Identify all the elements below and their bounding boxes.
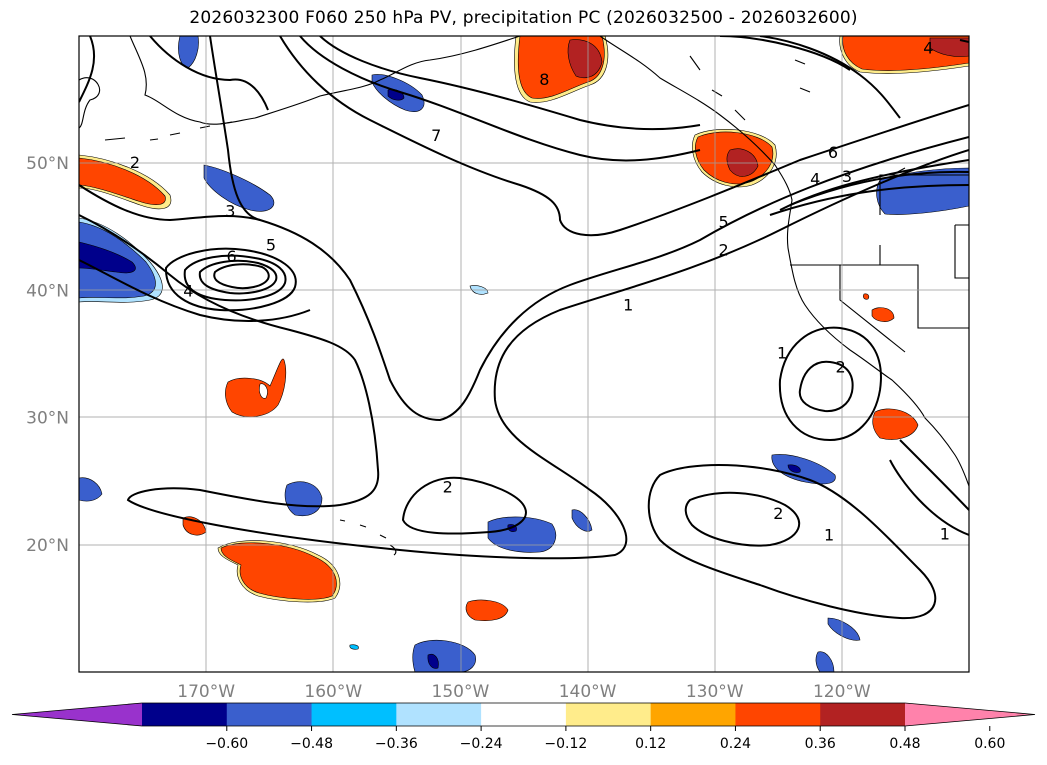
colorbar-segment bbox=[481, 703, 567, 726]
precip-blob bbox=[876, 167, 969, 215]
colorbar-tick-label: −0.60 bbox=[205, 736, 248, 752]
contour-label: 7 bbox=[431, 126, 441, 145]
longitude-label: 140°W bbox=[559, 682, 617, 702]
contour-label: 3 bbox=[842, 167, 852, 186]
contour-label: 3 bbox=[225, 201, 235, 220]
colorbar-extend-low bbox=[12, 703, 142, 726]
longitude-label: 170°W bbox=[177, 682, 235, 702]
colorbar-tick-label: −0.12 bbox=[544, 736, 587, 752]
contour-label: 2 bbox=[443, 477, 453, 496]
colorbar-tick-label: 0.60 bbox=[974, 736, 1005, 752]
contour-label: 2 bbox=[835, 358, 845, 377]
colorbar-segment bbox=[650, 703, 736, 726]
colorbar-segment bbox=[142, 703, 228, 726]
longitude-labels: 170°W 160°W 150°W 140°W 130°W 120°W bbox=[177, 682, 871, 702]
colorbar-segment bbox=[311, 703, 397, 726]
longitude-label: 160°W bbox=[304, 682, 362, 702]
precip-blob bbox=[203, 164, 275, 212]
precip-positive-shading bbox=[79, 36, 969, 621]
contour-label: 8 bbox=[539, 70, 549, 89]
colorbar-tick-label: 0.24 bbox=[720, 736, 751, 752]
precip-blob bbox=[79, 241, 136, 274]
colorbar-extend-high bbox=[905, 703, 1035, 726]
colorbar-segment bbox=[820, 703, 906, 726]
colorbar-segment bbox=[565, 703, 652, 726]
colorbar-tick-label: −0.24 bbox=[460, 736, 503, 752]
precip-blob bbox=[79, 157, 166, 205]
colorbar-tick-label: −0.36 bbox=[375, 736, 418, 752]
colorbar-outline bbox=[11, 702, 1036, 727]
precip-blob bbox=[259, 383, 268, 399]
contour-label: 5 bbox=[266, 236, 276, 255]
precip-blob bbox=[871, 307, 895, 322]
precip-blob bbox=[225, 358, 287, 418]
contour-label: 1 bbox=[824, 526, 834, 545]
colorbar: −0.60 −0.48 −0.36 −0.24 −0.12 0.12 0.24 0.36 0.4… bbox=[11, 702, 1036, 752]
contour-label: 4 bbox=[183, 281, 193, 300]
contour-label: 4 bbox=[810, 169, 820, 188]
colorbar-tick-label: 0.12 bbox=[635, 736, 666, 752]
contour-label: 5 bbox=[719, 213, 729, 232]
pv-contours bbox=[79, 36, 969, 620]
latitude-label: 20°N bbox=[26, 536, 69, 556]
colorbar-tick-label: 0.48 bbox=[889, 736, 920, 752]
contour-label: 2 bbox=[130, 153, 140, 172]
latitude-label: 50°N bbox=[26, 154, 69, 174]
longitude-label: 150°W bbox=[432, 682, 490, 702]
precip-blob bbox=[827, 617, 861, 641]
colorbar-segment bbox=[396, 703, 482, 726]
contour-label: 2 bbox=[773, 504, 783, 523]
latitude-label: 30°N bbox=[26, 409, 69, 429]
contour-label: 1 bbox=[940, 524, 950, 543]
contour-label: 2 bbox=[719, 241, 729, 260]
precip-negative-shading bbox=[79, 36, 969, 672]
latitude-label: 40°N bbox=[26, 281, 69, 301]
precip-blob bbox=[815, 651, 835, 672]
colorbar-tick-label: 0.36 bbox=[805, 736, 836, 752]
precip-blob bbox=[412, 639, 476, 672]
precip-blob bbox=[427, 653, 439, 669]
map-frame bbox=[78, 35, 970, 673]
precip-blob bbox=[863, 293, 870, 300]
gridlines bbox=[79, 36, 969, 672]
precip-blob bbox=[787, 464, 801, 473]
latitude-labels: 50°N 40°N 30°N 20°N bbox=[26, 154, 69, 556]
map-title: 2026032300 F060 250 hPa PV, precipitatio… bbox=[189, 8, 858, 28]
longitude-label: 130°W bbox=[686, 682, 744, 702]
contour-label: 6 bbox=[226, 247, 236, 266]
contour-label: 6 bbox=[828, 143, 838, 162]
colorbar-segment bbox=[735, 703, 821, 726]
precip-blob bbox=[349, 644, 359, 650]
precip-blob bbox=[220, 542, 337, 600]
longitude-label: 120°W bbox=[813, 682, 871, 702]
contour-label: 1 bbox=[623, 295, 633, 314]
precip-blob bbox=[79, 477, 103, 502]
contour-label: 4 bbox=[923, 38, 933, 57]
colorbar-segment bbox=[226, 703, 313, 726]
map-area bbox=[79, 36, 969, 672]
precip-blob bbox=[571, 509, 593, 532]
precip-blob bbox=[567, 39, 603, 79]
colorbar-tick-label: −0.48 bbox=[290, 736, 333, 752]
precip-blob bbox=[465, 599, 509, 621]
precip-blob bbox=[487, 516, 556, 553]
contour-label: 1 bbox=[777, 344, 787, 363]
